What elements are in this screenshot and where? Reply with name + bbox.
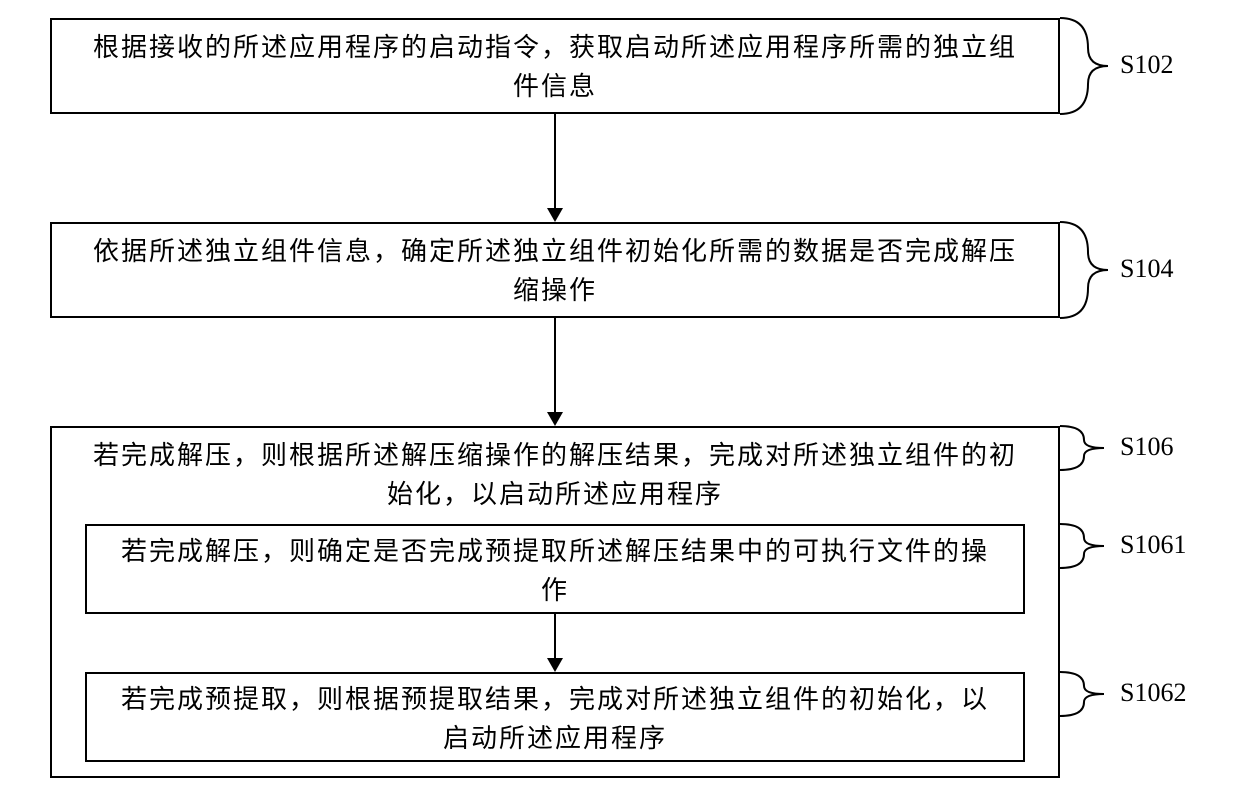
label-s1062: S1062 [1120,678,1186,708]
bracket-s1061 [1060,524,1104,568]
step-s1061-text: 若完成解压，则确定是否完成预提取所述解压结果中的可执行文件的操作 [117,532,993,610]
step-s1062: 若完成预提取，则根据预提取结果，完成对所述独立组件的初始化，以启动所述应用程序 [85,672,1025,762]
step-s1061: 若完成解压，则确定是否完成预提取所述解压结果中的可执行文件的操作 [85,524,1025,614]
label-s106: S106 [1120,432,1173,462]
arrow-s104-s106-line [554,318,556,412]
label-s104: S104 [1120,254,1173,284]
arrow-s1061-s1062-head [547,658,563,672]
label-s1061: S1061 [1120,530,1186,560]
step-s1062-text: 若完成预提取，则根据预提取结果，完成对所述独立组件的初始化，以启动所述应用程序 [117,680,993,758]
bracket-s106 [1060,426,1104,470]
bracket-s102 [1060,18,1108,114]
bracket-s1062 [1060,672,1104,716]
label-s102: S102 [1120,50,1173,80]
bracket-s104 [1060,222,1108,318]
step-s102: 根据接收的所述应用程序的启动指令，获取启动所述应用程序所需的独立组件信息 [50,18,1060,114]
arrow-s104-s106-head [547,412,563,426]
arrow-s102-s104-line [554,114,556,208]
arrow-s1061-s1062-line [554,614,556,658]
step-s106-text: 若完成解压，则根据所述解压缩操作的解压结果，完成对所述独立组件的初始化，以启动所… [72,436,1038,514]
arrow-s102-s104-head [547,208,563,222]
step-s104: 依据所述独立组件信息，确定所述独立组件初始化所需的数据是否完成解压缩操作 [50,222,1060,318]
flowchart-container: 根据接收的所述应用程序的启动指令，获取启动所述应用程序所需的独立组件信息 依据所… [0,0,1240,795]
step-s104-text: 依据所述独立组件信息，确定所述独立组件初始化所需的数据是否完成解压缩操作 [92,232,1018,310]
step-s102-text: 根据接收的所述应用程序的启动指令，获取启动所述应用程序所需的独立组件信息 [92,28,1018,106]
